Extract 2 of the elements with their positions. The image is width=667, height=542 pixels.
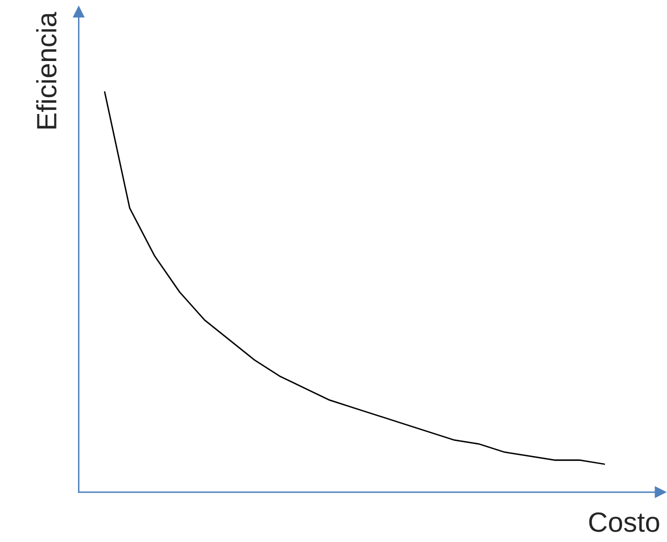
x-axis-title: Costo <box>589 512 660 532</box>
y-axis-title: Eficiencia <box>36 12 57 129</box>
